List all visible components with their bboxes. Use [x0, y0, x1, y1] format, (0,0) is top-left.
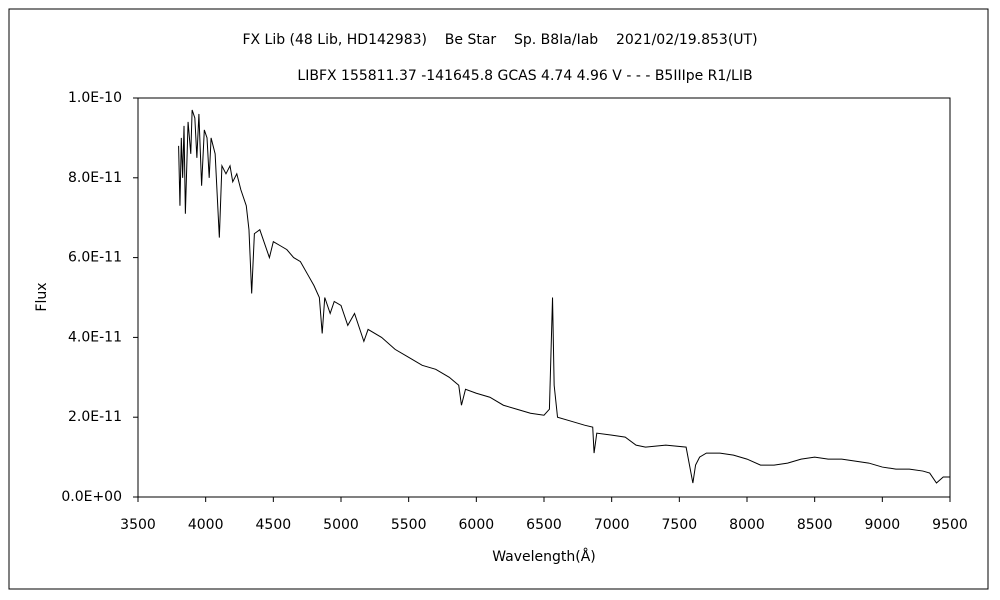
spectrum-line — [178, 109, 950, 484]
x-tick-label: 5000 — [323, 517, 359, 533]
y-tick-label: 0.0E+00 — [61, 489, 122, 505]
x-tick-label: 7000 — [594, 517, 630, 533]
x-tick-label: 4000 — [188, 517, 224, 533]
chart-frame — [8, 8, 989, 590]
x-tick-label: 9000 — [865, 517, 901, 533]
y-tick-label: 8.0E-11 — [68, 170, 122, 186]
y-tick-label: 1.0E-10 — [68, 90, 122, 106]
x-tick-label: 4500 — [256, 517, 292, 533]
x-tick-label: 3500 — [120, 517, 156, 533]
y-tick-label: 2.0E-11 — [68, 409, 122, 425]
x-tick-label: 8000 — [729, 517, 765, 533]
y-tick-label: 6.0E-11 — [68, 250, 122, 266]
x-tick-label: 5500 — [391, 517, 427, 533]
x-tick-label: 8500 — [797, 517, 833, 533]
chart-subtitle: LIBFX 155811.37 -141645.8 GCAS 4.74 4.96… — [297, 68, 752, 84]
x-tick-label: 6000 — [459, 517, 495, 533]
chart-title: FX Lib (48 Lib, HD142983) Be Star Sp. B8… — [242, 32, 757, 48]
y-tick-label: 4.0E-11 — [68, 329, 122, 345]
x-axis-label: Wavelength(Å) — [492, 548, 596, 565]
x-tick-label: 9500 — [932, 517, 968, 533]
y-axis-label: Flux — [34, 282, 50, 311]
x-tick-label: 6500 — [526, 517, 562, 533]
x-tick-label: 7500 — [662, 517, 698, 533]
